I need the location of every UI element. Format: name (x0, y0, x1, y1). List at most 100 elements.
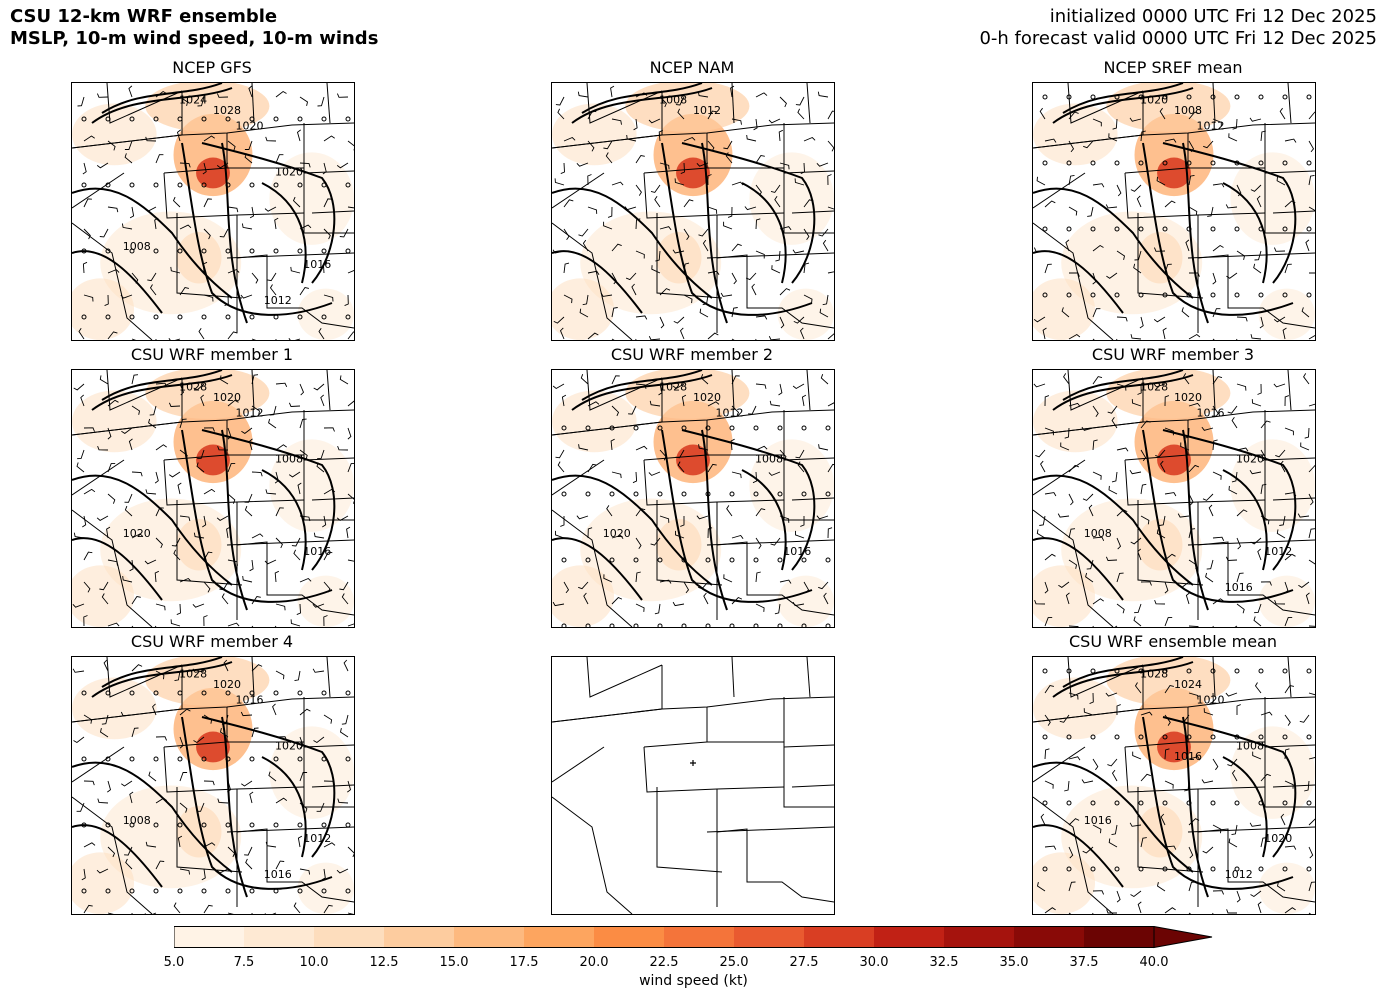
state-boundary (643, 167, 708, 174)
calm-wind-marker (681, 491, 687, 497)
calm-wind-marker (249, 248, 255, 254)
isobar-label: 1020 (275, 166, 303, 179)
wind-barb (552, 249, 565, 254)
calm-wind-marker (297, 888, 303, 894)
wind-barb (347, 912, 354, 914)
wind-barb (792, 601, 805, 607)
wind-barb (1059, 714, 1070, 723)
wind-barb (1260, 449, 1267, 462)
wind-barb (707, 110, 717, 120)
wind-barb (1035, 449, 1046, 458)
wind-barb (755, 92, 768, 98)
wind-barb (274, 217, 279, 230)
wind-barb (1085, 572, 1094, 583)
wind-barb (748, 405, 757, 415)
state-boundary (72, 459, 125, 496)
isobar-label: 1016 (264, 868, 292, 881)
calm-wind-marker (561, 557, 567, 563)
wind-barb (1044, 748, 1050, 760)
wind-barb (677, 461, 685, 473)
state-boundary (552, 222, 633, 340)
wind-barb (168, 402, 181, 407)
state-boundary (783, 170, 834, 174)
wind-barb (179, 449, 188, 460)
wind-barb (1040, 813, 1046, 826)
wind-barb (730, 438, 735, 451)
wind-barb (193, 736, 205, 744)
calm-wind-marker (177, 690, 183, 696)
isobar (1142, 716, 1294, 890)
isobar (72, 761, 233, 873)
wind-barb (672, 601, 685, 607)
wind-barb (1225, 204, 1238, 209)
wind-barb (1208, 504, 1214, 517)
isobar-label: 1016 (1225, 581, 1253, 594)
wind-barb (107, 331, 118, 340)
calm-wind-marker (777, 557, 783, 563)
colorbar-label: wind speed (kt) (639, 973, 748, 989)
wind-barb (674, 178, 685, 186)
calm-wind-marker (1162, 800, 1168, 806)
wind-barb (1036, 881, 1046, 892)
calm-wind-marker (345, 314, 351, 320)
calm-wind-marker (1186, 668, 1192, 674)
wind-barb (659, 449, 667, 461)
wind-barb (131, 595, 141, 605)
wind-barb (155, 382, 168, 387)
wind-barb (347, 463, 354, 473)
wind-barb (341, 714, 349, 725)
calm-wind-marker (1282, 226, 1288, 232)
wind-barb (336, 93, 349, 98)
isobar-label: 1024 (179, 94, 207, 107)
wind-barb (1250, 334, 1262, 340)
wind-speed-area (1061, 498, 1203, 602)
wind-barb (698, 228, 709, 237)
wind-barb (155, 860, 165, 870)
wind-barb (707, 270, 720, 275)
calm-wind-marker (1162, 734, 1168, 740)
wind-barb (82, 261, 88, 274)
wind-barb (587, 174, 592, 186)
wind-barb (275, 444, 287, 451)
wind-barb (202, 261, 208, 274)
wind-barb (1088, 504, 1094, 517)
wind-barb (683, 228, 690, 241)
wind-barb (1044, 714, 1051, 726)
wind-barb (323, 294, 334, 302)
wind-barb (1188, 912, 1192, 914)
wind-barb (1136, 195, 1142, 208)
wind-barb (264, 559, 277, 565)
wind-barb (677, 108, 685, 120)
wind-barb (751, 283, 757, 296)
isobar (571, 87, 713, 124)
wind-barb (587, 270, 600, 275)
wind-barb (1164, 748, 1170, 760)
isobar-label: 1008 (275, 453, 303, 466)
wind-barb (1304, 780, 1310, 792)
wind-barb (1139, 316, 1144, 329)
calm-wind-marker (585, 557, 591, 563)
wind-barb (1140, 711, 1153, 716)
wind-barb (1236, 572, 1244, 583)
wind-barb (795, 530, 805, 539)
state-boundary (586, 657, 663, 698)
wind-barb (1260, 581, 1272, 586)
calm-wind-marker (1306, 866, 1312, 872)
wind-barb (560, 162, 565, 175)
wind-barb (1159, 107, 1166, 120)
wind-barb (274, 570, 279, 583)
calm-wind-marker (681, 557, 687, 563)
calm-wind-marker (225, 182, 231, 188)
wind-barb (1180, 442, 1190, 451)
calm-wind-marker (177, 888, 183, 894)
wind-barb (1081, 426, 1094, 431)
calm-wind-marker (177, 116, 183, 122)
wind-barb (1044, 845, 1057, 850)
wind-speed-area (1033, 390, 1118, 453)
calm-wind-marker (297, 756, 303, 762)
isobar-label: 1028 (1140, 381, 1168, 394)
wind-barb (611, 405, 620, 417)
calm-wind-marker (321, 822, 327, 828)
wind-barb (1179, 714, 1190, 723)
state-boundary (1124, 459, 1266, 506)
